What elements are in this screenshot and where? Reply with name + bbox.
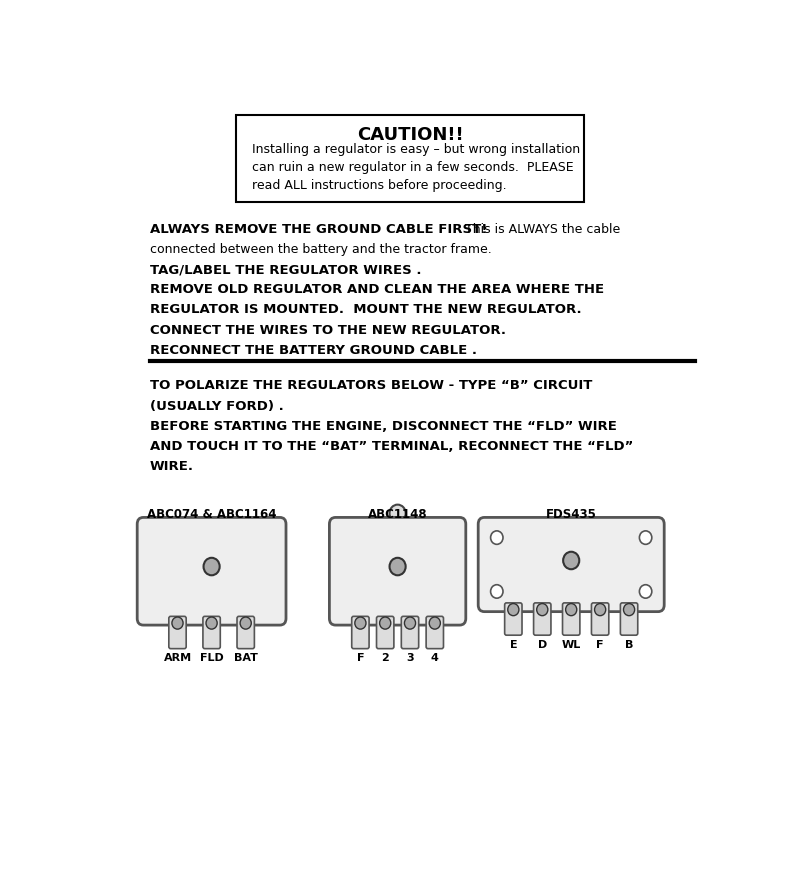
FancyBboxPatch shape (237, 115, 584, 203)
FancyBboxPatch shape (377, 616, 394, 649)
Text: B: B (625, 640, 634, 650)
Text: 3: 3 (406, 654, 414, 663)
Text: WL: WL (562, 640, 581, 650)
Text: F: F (357, 654, 364, 663)
Circle shape (172, 617, 183, 629)
Text: TO POLARIZE THE REGULATORS BELOW - TYPE “B” CIRCUIT: TO POLARIZE THE REGULATORS BELOW - TYPE … (150, 379, 592, 392)
Circle shape (639, 531, 652, 545)
Circle shape (594, 604, 606, 615)
Text: AND TOUCH IT TO THE “BAT” TERMINAL, RECONNECT THE “FLD”: AND TOUCH IT TO THE “BAT” TERMINAL, RECO… (150, 440, 633, 453)
FancyBboxPatch shape (534, 603, 551, 635)
FancyBboxPatch shape (562, 603, 580, 635)
Text: CAUTION!!: CAUTION!! (357, 126, 463, 143)
Circle shape (490, 531, 503, 545)
Circle shape (430, 617, 440, 629)
Text: TAG/LABEL THE REGULATOR WIRES .: TAG/LABEL THE REGULATOR WIRES . (150, 263, 421, 276)
FancyBboxPatch shape (505, 603, 522, 635)
FancyBboxPatch shape (237, 616, 254, 649)
Text: RECONNECT THE BATTERY GROUND CABLE .: RECONNECT THE BATTERY GROUND CABLE . (150, 343, 477, 357)
Text: BEFORE STARTING THE ENGINE, DISCONNECT THE “FLD” WIRE: BEFORE STARTING THE ENGINE, DISCONNECT T… (150, 420, 617, 433)
Circle shape (355, 617, 366, 629)
Text: REMOVE OLD REGULATOR AND CLEAN THE AREA WHERE THE: REMOVE OLD REGULATOR AND CLEAN THE AREA … (150, 283, 604, 296)
Text: connected between the battery and the tractor frame.: connected between the battery and the tr… (150, 243, 491, 256)
Text: E: E (510, 640, 517, 650)
Circle shape (566, 604, 577, 615)
Circle shape (240, 617, 251, 629)
Circle shape (639, 585, 652, 598)
Circle shape (623, 604, 634, 615)
Text: REGULATOR IS MOUNTED.  MOUNT THE NEW REGULATOR.: REGULATOR IS MOUNTED. MOUNT THE NEW REGU… (150, 303, 582, 316)
FancyBboxPatch shape (402, 616, 418, 649)
FancyBboxPatch shape (330, 517, 466, 625)
FancyBboxPatch shape (620, 603, 638, 635)
Text: ARM: ARM (163, 654, 191, 663)
FancyBboxPatch shape (478, 517, 664, 612)
FancyBboxPatch shape (591, 603, 609, 635)
Circle shape (203, 558, 220, 575)
Text: ABC1148: ABC1148 (368, 508, 427, 521)
Circle shape (537, 604, 548, 615)
Text: ABC074 & ABC1164: ABC074 & ABC1164 (147, 508, 276, 521)
Text: FDS435: FDS435 (546, 508, 597, 521)
FancyBboxPatch shape (203, 616, 220, 649)
Text: CONNECT THE WIRES TO THE NEW REGULATOR.: CONNECT THE WIRES TO THE NEW REGULATOR. (150, 323, 506, 336)
Text: FLD: FLD (200, 654, 223, 663)
Circle shape (563, 551, 579, 569)
Text: 4: 4 (431, 654, 438, 663)
Text: BAT: BAT (234, 654, 258, 663)
Text: D: D (538, 640, 547, 650)
Text: (USUALLY FORD) .: (USUALLY FORD) . (150, 399, 283, 413)
Text: F: F (596, 640, 604, 650)
Text: 2: 2 (382, 654, 389, 663)
FancyBboxPatch shape (352, 616, 369, 649)
Circle shape (390, 504, 406, 522)
Text: Installing a regulator is easy – but wrong installation
can ruin a new regulator: Installing a regulator is easy – but wro… (252, 143, 580, 192)
Circle shape (390, 558, 406, 575)
FancyBboxPatch shape (138, 517, 286, 625)
Text: ALWAYS REMOVE THE GROUND CABLE FIRST!: ALWAYS REMOVE THE GROUND CABLE FIRST! (150, 223, 487, 236)
Circle shape (206, 617, 217, 629)
Circle shape (490, 585, 503, 598)
Circle shape (380, 617, 390, 629)
Text: WIRE.: WIRE. (150, 461, 194, 473)
Circle shape (405, 617, 415, 629)
Text: This is ALWAYS the cable: This is ALWAYS the cable (457, 223, 620, 236)
FancyBboxPatch shape (426, 616, 443, 649)
Circle shape (508, 604, 519, 615)
FancyBboxPatch shape (169, 616, 186, 649)
